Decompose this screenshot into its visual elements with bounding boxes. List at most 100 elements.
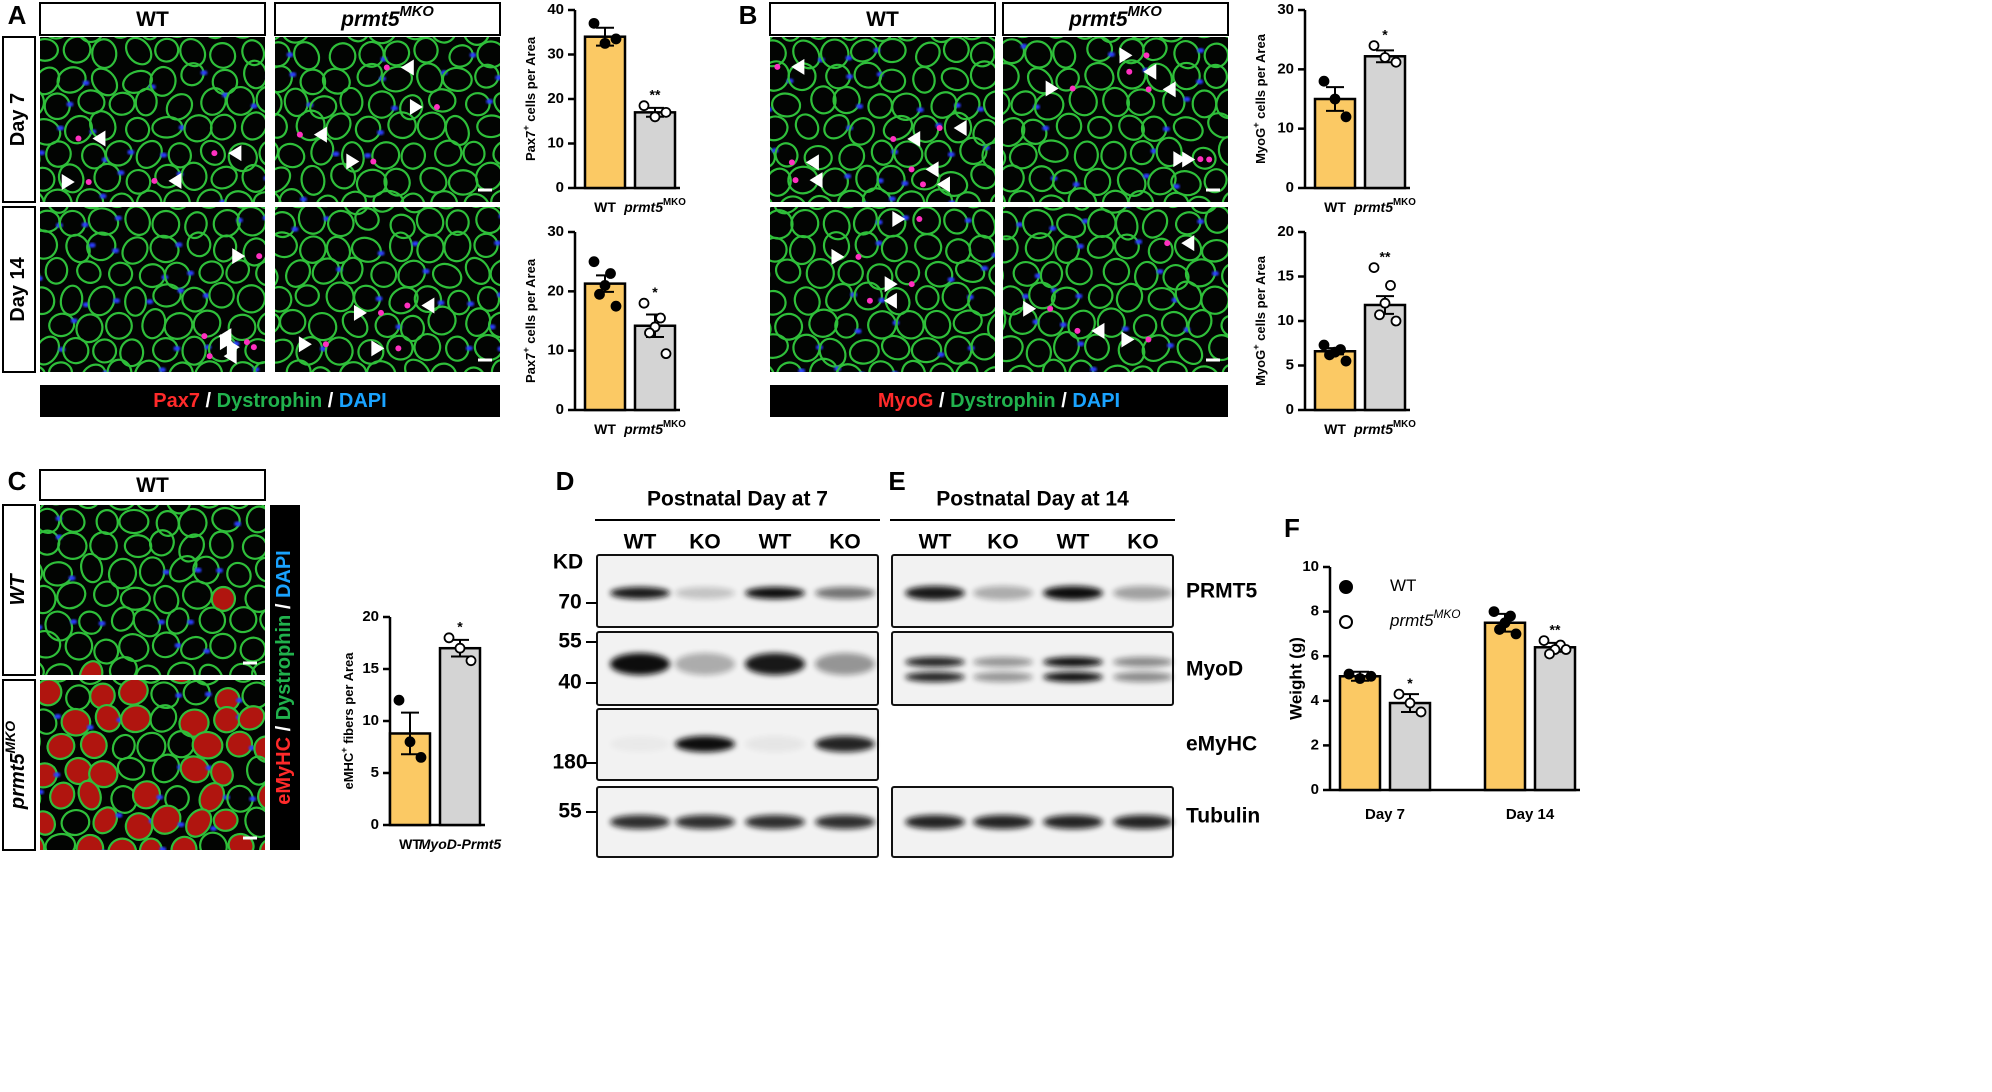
y-axis-label-part: eMHC [341, 752, 356, 789]
nucleus [177, 822, 185, 828]
data-point [1544, 648, 1555, 660]
fiber [254, 556, 265, 583]
fiber [258, 139, 265, 168]
nucleus [1197, 218, 1205, 224]
fiber [226, 784, 254, 813]
fiber [167, 142, 192, 169]
marker-cell [1143, 52, 1150, 59]
fiber [794, 113, 820, 140]
fiber [475, 207, 500, 235]
nucleus [391, 105, 399, 111]
fiber [912, 207, 942, 236]
nucleus [190, 377, 197, 382]
y-axis-label-part: Pax7 [523, 353, 538, 383]
fiber [910, 337, 943, 364]
fiber [135, 680, 165, 684]
nucleus [964, 217, 972, 223]
fiber [770, 260, 771, 289]
marker-cell [774, 63, 781, 70]
data-point [415, 752, 427, 763]
blot-membrane [596, 554, 879, 628]
nucleus [115, 812, 123, 818]
fiber [386, 334, 414, 361]
nucleus [216, 568, 224, 574]
marker-cell [1145, 336, 1152, 343]
nucleus [70, 619, 78, 625]
fiber [1008, 306, 1038, 335]
data-point [649, 111, 661, 123]
marker-cell [85, 179, 92, 186]
fiber [774, 258, 802, 284]
fiber [374, 312, 401, 339]
fiber [1055, 112, 1083, 140]
y-axis-label-part: Pax7 [523, 131, 538, 161]
data-point [599, 37, 611, 49]
nucleus [1121, 326, 1129, 332]
arrowhead [892, 211, 906, 228]
marker-label: 70 [558, 591, 581, 614]
fiber [193, 360, 224, 372]
fiber [314, 194, 340, 202]
stain-name: / [322, 390, 339, 412]
fiber [1127, 189, 1155, 202]
fiber [194, 207, 222, 209]
fiber [803, 207, 830, 211]
fiber [383, 167, 411, 197]
legend-marker [1339, 580, 1353, 594]
fiber [152, 283, 182, 308]
stain-legend-bg [40, 385, 500, 417]
fiber [78, 610, 103, 635]
nucleus [770, 107, 773, 112]
fiber [381, 65, 413, 93]
arrowhead [298, 336, 312, 353]
band [973, 672, 1033, 682]
fiber [79, 730, 108, 760]
marker-cell [75, 135, 82, 142]
nucleus [1156, 269, 1164, 275]
nucleus [377, 250, 385, 256]
nucleus [114, 215, 122, 221]
data-point [1499, 617, 1511, 629]
fiber [943, 208, 969, 235]
fiber [853, 281, 883, 311]
fiber [148, 529, 175, 557]
stain-name: Dystrophin [950, 390, 1056, 412]
fiber [185, 808, 213, 838]
nucleus [901, 180, 909, 186]
fiber [1174, 280, 1203, 311]
fiber [445, 209, 470, 236]
x-tick-label-part: MKO [1393, 197, 1416, 208]
x-tick-label-part: MyoD-Prmt5 [419, 836, 502, 852]
error-bar [401, 711, 419, 756]
marker-cell [395, 345, 402, 352]
fiber [62, 37, 92, 64]
fiber [462, 37, 491, 46]
arrowhead [831, 248, 845, 265]
nucleus [1042, 125, 1050, 131]
fiber [131, 780, 162, 810]
data-point [588, 17, 600, 29]
data-point [1390, 315, 1402, 327]
fiber [770, 142, 776, 170]
fiber [825, 63, 851, 90]
fiber [877, 37, 907, 64]
fiber [1003, 164, 1025, 193]
fiber [283, 87, 309, 118]
nucleus [266, 75, 273, 80]
fiber [353, 284, 381, 312]
nucleus [66, 101, 74, 107]
fiber [1086, 37, 1114, 63]
fiber [489, 258, 500, 287]
micrograph [1003, 207, 1228, 372]
fiber [40, 584, 57, 615]
y-axis-label-part: + [521, 125, 531, 130]
fiber [774, 312, 804, 341]
nucleus [187, 619, 195, 625]
nucleus [916, 107, 924, 113]
data-point [1379, 297, 1391, 309]
fiber [1118, 114, 1145, 141]
band [1043, 672, 1103, 682]
nucleus [1089, 366, 1097, 372]
fiber [251, 660, 265, 675]
fiber [40, 286, 56, 316]
